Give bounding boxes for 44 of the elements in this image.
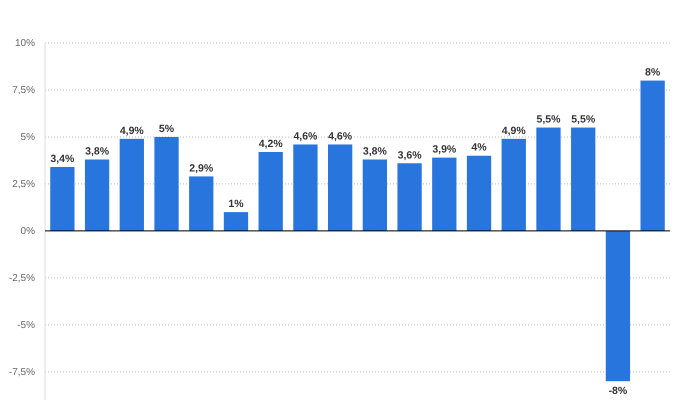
y-tick-label: -5% (17, 320, 36, 332)
y-tick-label: 7,5% (12, 85, 36, 96)
data-label: -8% (608, 385, 628, 398)
bar (328, 144, 352, 231)
data-label: 3,8% (85, 145, 110, 158)
data-label: 1% (228, 198, 244, 210)
bar (189, 176, 214, 231)
bar (502, 138, 526, 231)
data-label: 3,8% (362, 145, 388, 158)
bar (571, 128, 596, 231)
bar (606, 230, 630, 382)
data-label: 3,9% (432, 144, 457, 156)
bar (362, 159, 388, 231)
data-label: 5,5% (571, 114, 596, 126)
y-tick-label: -2,5% (8, 273, 36, 284)
bar (640, 80, 665, 231)
data-label: 4,9% (502, 124, 526, 137)
bar (224, 212, 248, 231)
data-label: 3,6% (398, 149, 422, 162)
data-label: 5% (158, 122, 175, 135)
bar (397, 163, 422, 231)
data-label: 8% (645, 66, 661, 79)
data-label: 4,2% (258, 138, 284, 150)
data-label: 4% (471, 142, 488, 154)
data-label: 4,6% (293, 130, 318, 142)
bar (536, 128, 561, 231)
bar (120, 138, 144, 231)
data-label: 4,9% (120, 124, 144, 137)
data-label: 3,4% (50, 153, 75, 166)
data-label: 2,9% (189, 162, 214, 174)
bar (154, 136, 179, 231)
bar (432, 158, 456, 231)
bar (258, 152, 283, 231)
bar (293, 144, 318, 231)
data-label: 4,6% (328, 130, 353, 142)
data-label: 5,5% (536, 114, 562, 126)
y-tick-label: 2,5% (12, 179, 36, 190)
y-tick-label: 10% (14, 38, 36, 50)
bar (50, 167, 75, 231)
y-tick-label: 0% (20, 226, 36, 238)
y-tick-label: 5% (20, 132, 36, 144)
bar (466, 156, 492, 231)
bar (84, 159, 110, 231)
y-tick-label: -7,5% (8, 367, 36, 378)
